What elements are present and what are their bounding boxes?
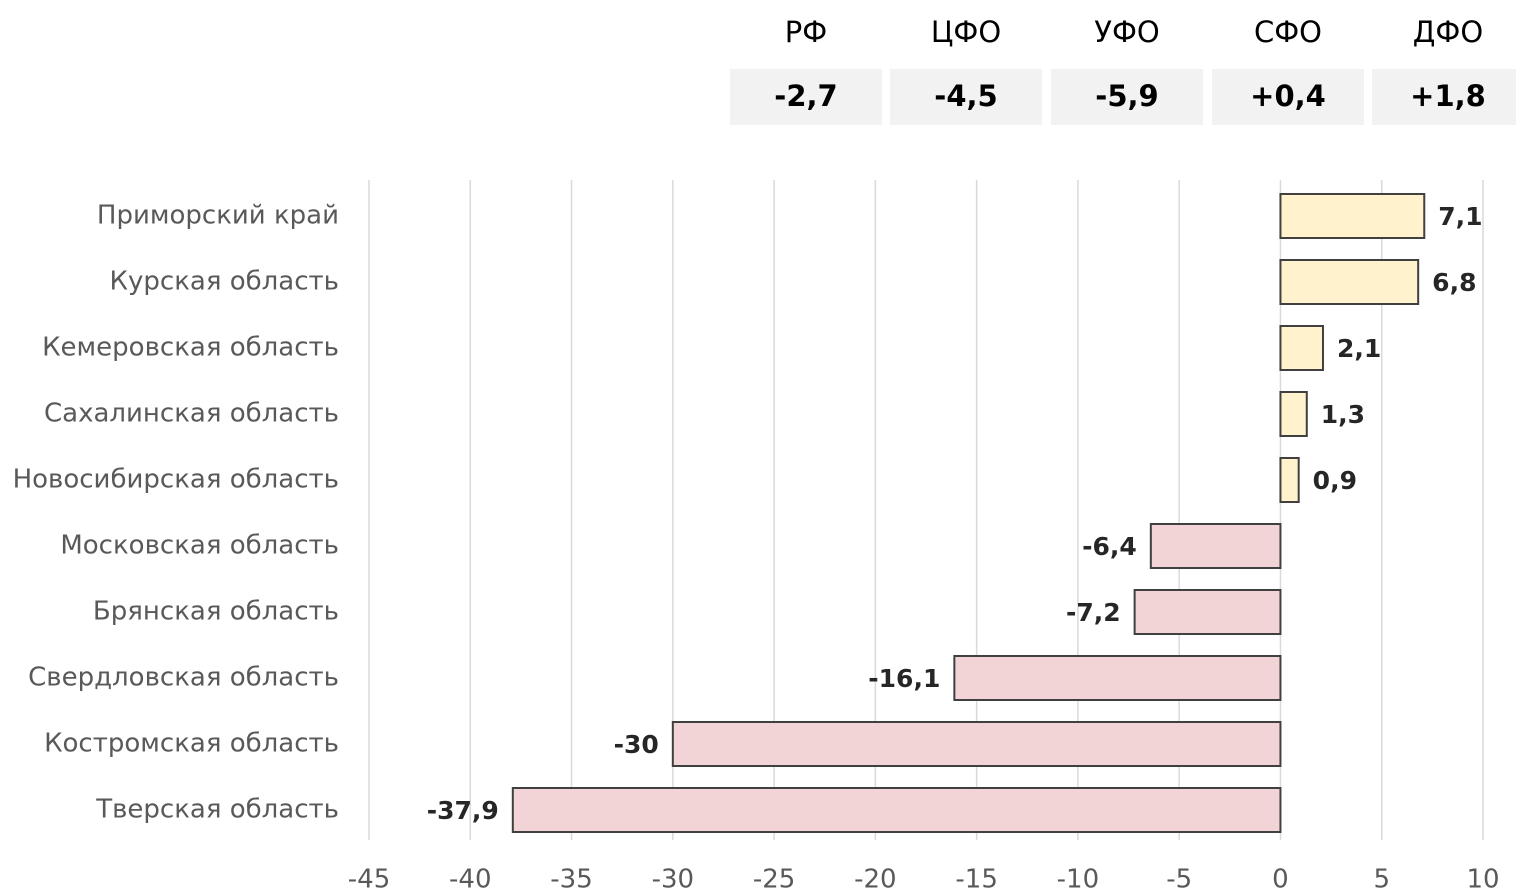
bar	[1279, 325, 1324, 371]
category-label: Костромская область	[44, 729, 339, 759]
summary-value: -5,9	[1095, 79, 1158, 113]
category-label: Приморский край	[97, 201, 339, 231]
x-tick-label: -40	[449, 865, 491, 893]
summary-cell-bg	[1051, 69, 1203, 125]
value-label: 7,1	[1438, 202, 1482, 231]
x-tick-label: 0	[1272, 865, 1289, 893]
bar	[1279, 259, 1420, 305]
x-tick-label: -15	[955, 865, 997, 893]
value-label: -16,1	[868, 664, 940, 693]
x-tick-label: -5	[1166, 865, 1192, 893]
bar	[1279, 391, 1308, 437]
summary-cell-bg	[730, 69, 882, 125]
value-label: 2,1	[1337, 334, 1381, 363]
bar	[1279, 457, 1300, 503]
value-label: -37,9	[427, 796, 499, 825]
x-tick-label: 5	[1373, 865, 1390, 893]
x-tick-label: -10	[1057, 865, 1099, 893]
category-label: Тверская область	[95, 795, 339, 825]
summary-cell-bg	[1372, 69, 1516, 125]
value-label: 1,3	[1321, 400, 1365, 429]
summary-cell-bg	[1212, 69, 1364, 125]
summary-value: +0,4	[1250, 79, 1326, 113]
x-tick-label: 10	[1466, 865, 1499, 893]
x-tick-label: -30	[652, 865, 694, 893]
value-label: 6,8	[1432, 268, 1476, 297]
category-label: Новосибирская область	[13, 465, 339, 495]
value-label: -6,4	[1082, 532, 1137, 561]
category-label: Сахалинская область	[44, 399, 339, 429]
value-label: -7,2	[1066, 598, 1121, 627]
category-label: Кемеровская область	[42, 333, 339, 363]
summary-cell-bg	[890, 69, 1042, 125]
bar	[1133, 589, 1282, 635]
summary-header: РФ	[785, 15, 827, 49]
category-label: Московская область	[60, 531, 339, 561]
summary-header: УФО	[1094, 15, 1159, 49]
x-tick-label: -45	[348, 865, 390, 893]
value-label: -30	[614, 730, 659, 759]
summary-value: -4,5	[934, 79, 997, 113]
value-label: 0,9	[1313, 466, 1357, 495]
bar	[1149, 523, 1282, 569]
bar	[953, 655, 1282, 701]
x-tick-label: -20	[854, 865, 896, 893]
summary-value: +1,8	[1410, 79, 1486, 113]
category-label: Курская область	[110, 267, 339, 297]
x-tick-label: -35	[550, 865, 592, 893]
summary-header: ДФО	[1413, 15, 1483, 49]
summary-header: ЦФО	[931, 15, 1001, 49]
bar	[1279, 193, 1426, 239]
x-tick-label: -25	[753, 865, 795, 893]
bar	[671, 721, 1282, 767]
category-label: Свердловская область	[28, 663, 339, 693]
summary-value: -2,7	[774, 79, 837, 113]
summary-header: СФО	[1254, 15, 1322, 49]
category-label: Брянская область	[93, 597, 339, 627]
bar	[511, 787, 1282, 833]
